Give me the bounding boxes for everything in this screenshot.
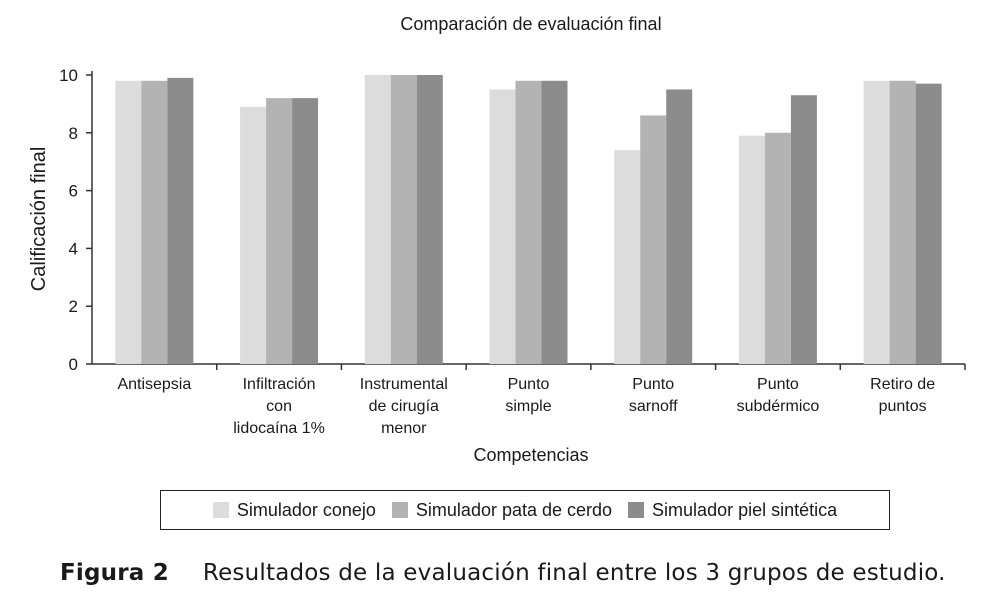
bar — [115, 80, 142, 364]
bar — [738, 135, 765, 364]
legend-swatch — [212, 502, 229, 518]
x-tick-label: con — [266, 398, 292, 415]
x-tick-label: Punto — [508, 376, 550, 393]
bar — [416, 75, 443, 364]
x-tick-label: sarnoff — [629, 398, 678, 415]
caption-label: Figura 2 — [60, 560, 169, 586]
bar — [790, 95, 817, 364]
legend: Simulador conejo Simulador pata de cerdo… — [160, 490, 890, 530]
bar — [889, 80, 916, 364]
bar — [489, 89, 516, 364]
bar — [390, 75, 417, 364]
x-tick-label: Antisepsia — [117, 376, 191, 393]
y-axis-label: Calificación final — [28, 147, 50, 292]
legend-swatch — [391, 502, 408, 518]
bar — [364, 75, 391, 364]
y-tick-label: 10 — [59, 66, 78, 85]
y-tick-label: 2 — [69, 297, 78, 316]
bar — [167, 77, 194, 364]
y-tick-label: 0 — [69, 355, 78, 374]
y-tick-label: 6 — [69, 182, 78, 201]
x-tick-label: simple — [505, 398, 551, 415]
legend-label: Simulador pata de cerdo — [415, 499, 613, 520]
x-tick-label: de cirugía — [369, 398, 439, 415]
bar — [541, 80, 568, 364]
bar — [863, 80, 890, 364]
x-tick-label: Punto — [757, 376, 799, 393]
x-tick-label: menor — [381, 420, 427, 437]
x-tick-label: Punto — [632, 376, 674, 393]
x-tick-label: Retiro de — [870, 376, 935, 393]
x-axis-label: Competencias — [473, 445, 588, 465]
legend-label: Simulador piel sintética — [652, 499, 838, 520]
bar — [614, 150, 641, 364]
chart-title: Comparación de evaluación final — [400, 14, 661, 34]
bar — [515, 80, 542, 364]
legend-item: Simulador conejo — [212, 499, 376, 521]
caption-text: Resultados de la evaluación final entre … — [202, 560, 946, 586]
x-tick-label: Instrumental — [360, 376, 448, 393]
bar — [240, 106, 267, 364]
bar — [141, 80, 168, 364]
legend-item: Simulador piel sintética — [628, 500, 837, 521]
figure-caption: Figura 2 Resultados de la evaluación fina… — [60, 560, 946, 586]
bar — [292, 98, 319, 365]
bar — [764, 132, 791, 364]
x-tick-label: subdérmico — [737, 398, 820, 415]
legend-item: Simulador pata de cerdo — [391, 499, 613, 521]
bar-chart: Comparación de evaluación final Calificac… — [28, 14, 966, 465]
legend-swatch — [628, 502, 645, 518]
x-tick-label: lidocaína 1% — [233, 420, 325, 437]
legend-label: Simulador conejo — [236, 499, 376, 520]
bar — [640, 115, 667, 365]
y-tick-label: 4 — [69, 239, 78, 258]
bar — [915, 83, 942, 365]
bar — [266, 98, 293, 365]
bar — [666, 89, 693, 364]
x-tick-label: puntos — [879, 398, 927, 415]
x-tick-label: Infiltración — [243, 376, 316, 393]
y-tick-label: 8 — [69, 124, 78, 143]
